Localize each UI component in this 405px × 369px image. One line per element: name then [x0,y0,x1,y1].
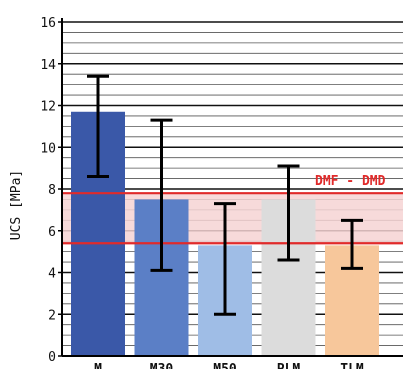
error-bar-plm [277,164,300,262]
y-tick-label: 16 [40,16,56,31]
y-tick-label: 14 [40,58,56,73]
axes [58,18,403,357]
x-category-label: M30 [150,362,174,369]
y-tick-labels: 0 2 4 6 8 10 12 14 16 [40,16,56,365]
error-bars [87,74,363,316]
y-axis-label: UCS [MPa] [9,170,24,240]
y-tick-label: 10 [40,141,56,156]
y-tick-label: 12 [40,100,56,115]
error-bar-m50 [214,202,236,316]
x-category-labels: M M30 M50 PLM TLM [94,362,364,369]
y-tick-label: 8 [48,183,56,198]
y-tick-label: 6 [48,225,56,240]
y-tick-label: 0 [48,350,56,365]
error-bar-m30 [150,118,173,272]
x-category-label: M50 [213,362,237,369]
x-category-label: PLM [277,362,301,369]
band-label: DMF - DMD [315,174,386,189]
y-tick-label: 2 [48,308,56,323]
bars [71,111,379,356]
error-bar-tlm [341,218,363,270]
x-category-label: M [94,362,102,369]
x-category-label: TLM [340,362,364,369]
dmf-dmd-band-lines [62,192,403,245]
y-tick-label: 4 [48,267,56,282]
error-bar-m [87,74,109,178]
